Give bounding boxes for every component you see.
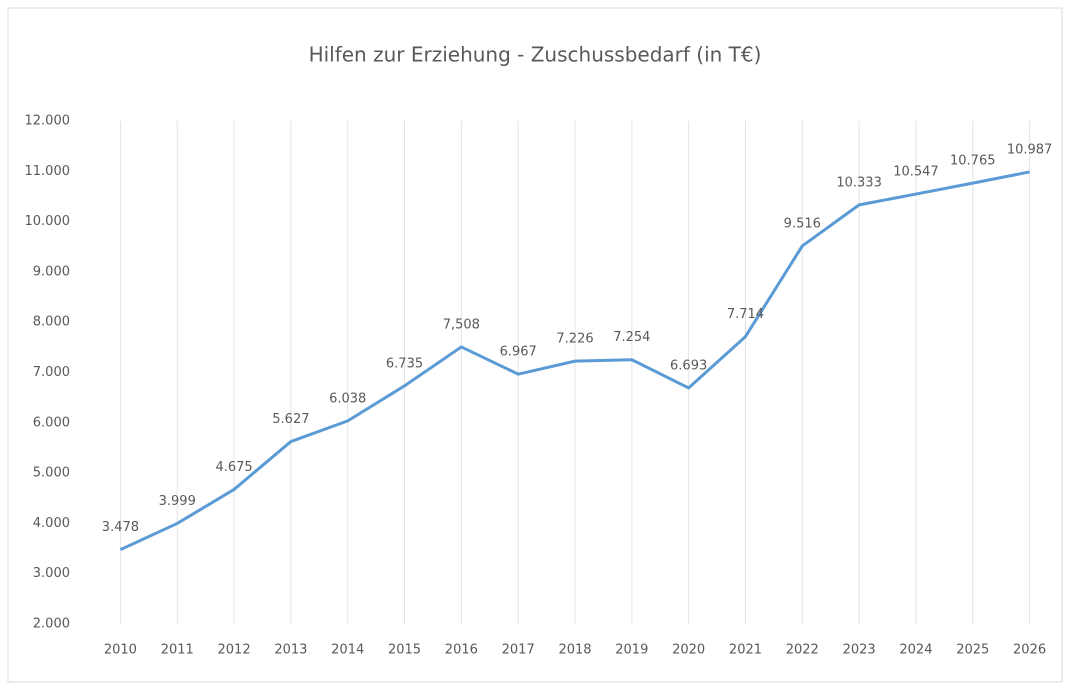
data-label: 3.999 bbox=[159, 494, 196, 509]
data-label: 7.714 bbox=[727, 307, 764, 322]
x-tick-label: 2012 bbox=[218, 643, 251, 658]
x-tick-label: 2015 bbox=[388, 643, 421, 658]
chart-title: Hilfen zur Erziehung - Zuschussbedarf (i… bbox=[309, 43, 762, 67]
x-tick-label: 2013 bbox=[274, 643, 307, 658]
data-label: 7,508 bbox=[443, 317, 480, 332]
y-tick-label: 3.000 bbox=[33, 566, 70, 581]
x-tick-label: 2024 bbox=[899, 643, 932, 658]
x-tick-label: 2014 bbox=[331, 643, 364, 658]
y-tick-label: 4.000 bbox=[33, 516, 70, 531]
data-label: 6.735 bbox=[386, 356, 423, 371]
data-label: 10.333 bbox=[836, 175, 882, 190]
y-tick-label: 6.000 bbox=[33, 415, 70, 430]
data-label: 4.675 bbox=[215, 460, 252, 475]
data-label: 7.254 bbox=[613, 330, 650, 345]
x-tick-label: 2016 bbox=[445, 643, 478, 658]
data-label: 6.038 bbox=[329, 391, 366, 406]
x-tick-label: 2023 bbox=[843, 643, 876, 658]
data-label: 5.627 bbox=[272, 412, 309, 427]
x-tick-label: 2025 bbox=[956, 643, 989, 658]
chart-frame bbox=[7, 7, 1063, 683]
x-tick-label: 2017 bbox=[502, 643, 535, 658]
x-tick-label: 2018 bbox=[558, 643, 591, 658]
x-tick-label: 2011 bbox=[161, 643, 194, 658]
y-tick-label: 12.000 bbox=[25, 114, 71, 129]
data-label: 6.967 bbox=[500, 345, 537, 360]
data-label: 10.765 bbox=[950, 154, 996, 169]
x-tick-label: 2020 bbox=[672, 643, 705, 658]
y-tick-label: 9.000 bbox=[33, 264, 70, 279]
x-tick-label: 2019 bbox=[615, 643, 648, 658]
x-tick-label: 2022 bbox=[786, 643, 819, 658]
data-label: 10.547 bbox=[893, 165, 939, 180]
y-tick-label: 10.000 bbox=[25, 214, 71, 229]
data-label: 3.478 bbox=[102, 520, 139, 535]
data-label: 6.693 bbox=[670, 358, 707, 373]
y-tick-label: 5.000 bbox=[33, 466, 70, 481]
x-tick-label: 2026 bbox=[1013, 643, 1046, 658]
data-label: 7.226 bbox=[556, 332, 593, 347]
y-tick-label: 7.000 bbox=[33, 365, 70, 380]
data-label: 9.516 bbox=[784, 216, 821, 231]
y-tick-label: 2.000 bbox=[33, 617, 70, 632]
x-tick-label: 2021 bbox=[729, 643, 762, 658]
x-tick-label: 2010 bbox=[104, 643, 137, 658]
data-label: 10.987 bbox=[1007, 142, 1053, 157]
y-tick-label: 11.000 bbox=[25, 164, 71, 179]
data-line bbox=[119, 170, 1030, 552]
y-tick-label: 8.000 bbox=[33, 315, 70, 330]
